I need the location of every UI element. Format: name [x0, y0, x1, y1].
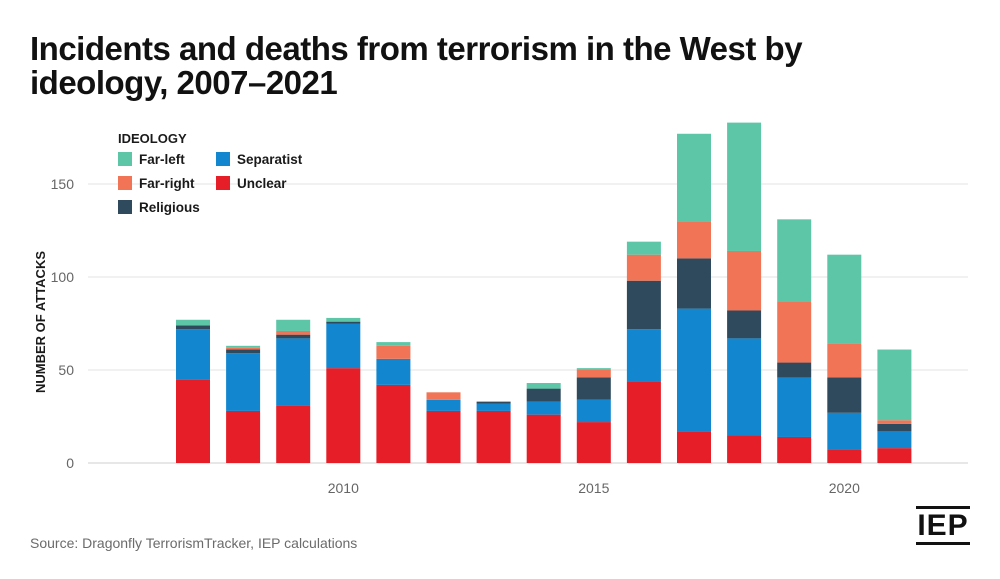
- y-tick-label: 150: [51, 176, 75, 192]
- bar-far_right-2009: [276, 330, 311, 335]
- legend-label-religious: Religious: [139, 200, 200, 215]
- iep-logo: IEP: [916, 506, 970, 545]
- bar-far_right-2011: [376, 345, 411, 359]
- bar-far_left-2016: [626, 241, 661, 255]
- legend-swatch-unclear: [216, 176, 230, 190]
- bar-far_right-2015: [576, 370, 611, 378]
- bar-far_left-2014: [526, 383, 561, 389]
- bar-religious-2013: [476, 401, 511, 404]
- bar-separatist-2017: [677, 308, 711, 432]
- bar-separatist-2018: [727, 338, 762, 436]
- bar-separatist-2019: [777, 377, 812, 437]
- bar-far_right-2019: [777, 301, 812, 363]
- bar-unclear-2010: [326, 368, 361, 463]
- y-tick-label: 50: [58, 362, 74, 378]
- bar-far_left-2015: [576, 368, 611, 370]
- bar-religious-2016: [626, 280, 661, 330]
- bar-religious-2018: [727, 310, 762, 339]
- bar-far_left-2020: [827, 254, 862, 344]
- bar-religious-2019: [777, 362, 812, 378]
- bar-unclear-2012: [426, 410, 461, 463]
- bar-unclear-2011: [376, 384, 411, 463]
- x-tick-label: 2015: [578, 480, 609, 496]
- bar-unclear-2009: [276, 405, 311, 463]
- y-tick-label: 100: [51, 269, 75, 285]
- y-axis-title: NUMBER OF ATTACKS: [33, 251, 48, 393]
- bar-separatist-2009: [276, 338, 311, 406]
- bar-separatist-2008: [226, 353, 261, 411]
- bar-far_left-2010: [326, 317, 361, 322]
- bar-separatist-2013: [476, 403, 511, 411]
- bar-religious-2009: [276, 334, 311, 339]
- bar-separatist-2016: [626, 329, 661, 382]
- x-tick-label: 2020: [829, 480, 860, 496]
- bar-religious-2007: [176, 325, 210, 330]
- bar-far_left-2008: [226, 345, 261, 348]
- source-note: Source: Dragonfly TerrorismTracker, IEP …: [30, 535, 358, 551]
- bar-religious-2010: [326, 321, 361, 324]
- bar-religious-2017: [677, 258, 711, 309]
- bar-far_left-2011: [376, 342, 411, 346]
- bar-far_left-2019: [777, 219, 812, 302]
- bar-far_right-2016: [626, 254, 661, 281]
- bar-far_right-2017: [677, 221, 711, 259]
- bar-unclear-2020: [827, 449, 862, 463]
- bar-separatist-2011: [376, 358, 411, 385]
- bar-unclear-2008: [226, 410, 261, 463]
- bar-far_right-2018: [727, 250, 762, 311]
- legend-label-far_left: Far-left: [139, 152, 185, 167]
- bar-separatist-2010: [326, 323, 361, 369]
- bar-religious-2008: [226, 349, 261, 354]
- bar-far_left-2018: [727, 122, 762, 251]
- bar-religious-2020: [827, 377, 862, 413]
- bar-far_left-2007: [176, 319, 210, 326]
- bar-unclear-2007: [176, 379, 210, 463]
- bar-unclear-2014: [526, 414, 561, 463]
- legend-swatch-far_left: [118, 152, 132, 166]
- legend-swatch-separatist: [216, 152, 230, 166]
- bar-religious-2014: [526, 388, 561, 402]
- legend-label-separatist: Separatist: [237, 152, 303, 167]
- bar-far_right-2012: [426, 392, 461, 400]
- bar-religious-2015: [576, 377, 611, 400]
- bar-separatist-2014: [526, 401, 561, 415]
- bar-separatist-2007: [176, 329, 210, 380]
- bar-separatist-2020: [827, 412, 862, 450]
- bar-unclear-2021: [877, 448, 912, 463]
- bar-far_left-2017: [677, 133, 711, 222]
- bar-far_right-2020: [827, 343, 862, 378]
- bar-far_right-2008: [226, 347, 261, 350]
- bar-far_right-2021: [877, 420, 912, 424]
- legend-swatch-far_right: [118, 176, 132, 190]
- bar-separatist-2012: [426, 399, 461, 411]
- bar-unclear-2015: [576, 422, 611, 463]
- bar-unclear-2017: [677, 431, 711, 463]
- x-tick-label: 2010: [328, 480, 359, 496]
- legend-title: IDEOLOGY: [118, 131, 187, 146]
- chart-title: Incidents and deaths from terrorism in t…: [30, 30, 803, 101]
- bar-separatist-2021: [877, 431, 912, 449]
- bar-unclear-2019: [777, 436, 812, 463]
- legend-label-unclear: Unclear: [237, 176, 287, 191]
- legend-swatch-religious: [118, 200, 132, 214]
- bar-far_left-2009: [276, 319, 311, 331]
- bar-unclear-2018: [727, 435, 762, 463]
- bar-religious-2021: [877, 423, 912, 432]
- bar-unclear-2016: [626, 381, 661, 463]
- bar-far_left-2021: [877, 349, 912, 421]
- y-tick-label: 0: [66, 455, 74, 471]
- bar-unclear-2013: [476, 410, 511, 463]
- bar-separatist-2015: [576, 399, 611, 423]
- legend-label-far_right: Far-right: [139, 176, 195, 191]
